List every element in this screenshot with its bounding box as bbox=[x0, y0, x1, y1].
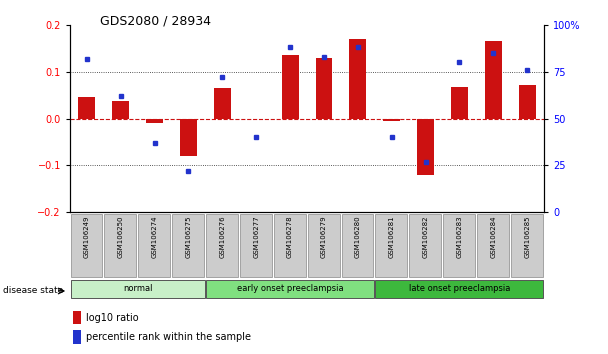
FancyBboxPatch shape bbox=[71, 214, 102, 277]
Text: GSM106285: GSM106285 bbox=[524, 216, 530, 258]
Text: early onset preeclampsia: early onset preeclampsia bbox=[237, 284, 344, 293]
Text: GSM106277: GSM106277 bbox=[253, 216, 259, 258]
FancyBboxPatch shape bbox=[308, 214, 339, 277]
FancyBboxPatch shape bbox=[511, 214, 543, 277]
Text: log10 ratio: log10 ratio bbox=[86, 313, 138, 323]
Bar bbox=[73, 330, 81, 344]
FancyBboxPatch shape bbox=[409, 214, 441, 277]
Bar bbox=[73, 311, 81, 324]
FancyBboxPatch shape bbox=[71, 280, 205, 298]
Text: GSM106279: GSM106279 bbox=[321, 216, 327, 258]
Bar bbox=[180, 119, 197, 156]
Text: late onset preeclampsia: late onset preeclampsia bbox=[409, 284, 510, 293]
Bar bbox=[78, 97, 95, 119]
FancyBboxPatch shape bbox=[376, 280, 544, 298]
FancyBboxPatch shape bbox=[105, 214, 136, 277]
Bar bbox=[112, 101, 129, 119]
Bar bbox=[214, 88, 231, 119]
Bar bbox=[146, 119, 163, 123]
FancyBboxPatch shape bbox=[376, 214, 407, 277]
Text: GSM106280: GSM106280 bbox=[355, 216, 361, 258]
Bar bbox=[350, 39, 366, 119]
Text: GDS2080 / 28934: GDS2080 / 28934 bbox=[100, 14, 212, 27]
Text: GSM106249: GSM106249 bbox=[84, 216, 90, 258]
FancyBboxPatch shape bbox=[240, 214, 272, 277]
Text: GSM106276: GSM106276 bbox=[219, 216, 226, 258]
Text: normal: normal bbox=[123, 284, 153, 293]
Bar bbox=[451, 87, 468, 119]
Text: GSM106274: GSM106274 bbox=[151, 216, 157, 258]
Text: GSM106282: GSM106282 bbox=[423, 216, 429, 258]
FancyBboxPatch shape bbox=[274, 214, 306, 277]
FancyBboxPatch shape bbox=[206, 280, 374, 298]
Text: GSM106278: GSM106278 bbox=[287, 216, 293, 258]
FancyBboxPatch shape bbox=[443, 214, 475, 277]
Text: GSM106275: GSM106275 bbox=[185, 216, 192, 258]
Text: GSM106281: GSM106281 bbox=[389, 216, 395, 258]
Text: GSM106284: GSM106284 bbox=[490, 216, 496, 258]
FancyBboxPatch shape bbox=[206, 214, 238, 277]
Bar bbox=[519, 85, 536, 119]
Bar bbox=[282, 55, 299, 119]
FancyBboxPatch shape bbox=[477, 214, 509, 277]
FancyBboxPatch shape bbox=[342, 214, 373, 277]
Text: GSM106250: GSM106250 bbox=[118, 216, 124, 258]
FancyBboxPatch shape bbox=[172, 214, 204, 277]
Bar bbox=[485, 41, 502, 119]
Bar bbox=[383, 119, 400, 121]
Text: disease state: disease state bbox=[3, 286, 63, 296]
Bar bbox=[417, 119, 434, 175]
Text: percentile rank within the sample: percentile rank within the sample bbox=[86, 332, 250, 342]
FancyBboxPatch shape bbox=[139, 214, 170, 277]
Text: GSM106283: GSM106283 bbox=[457, 216, 463, 258]
Bar bbox=[316, 58, 333, 119]
